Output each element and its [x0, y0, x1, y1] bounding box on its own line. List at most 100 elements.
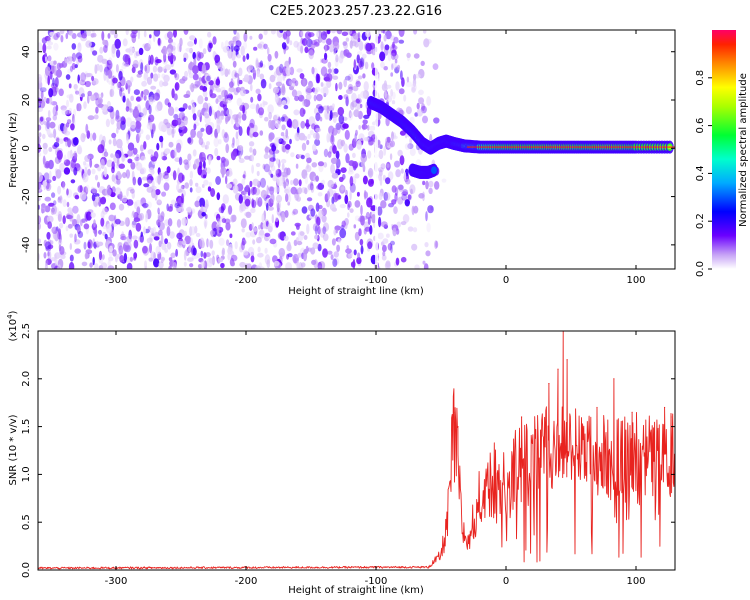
noise-blob [208, 156, 211, 166]
noise-blob [318, 209, 324, 219]
noise-blob [206, 167, 211, 174]
noise-blob [272, 86, 280, 94]
noise-blob [171, 128, 175, 139]
noise-blob [53, 200, 57, 206]
noise-blob [223, 133, 230, 143]
noise-blob [92, 238, 96, 246]
noise-blob [357, 32, 361, 40]
noise-blob [43, 121, 48, 126]
noise-blob [270, 192, 275, 204]
noise-blob [188, 244, 192, 253]
noise-blob [226, 108, 233, 117]
noise-blob [105, 118, 110, 128]
noise-blob [94, 174, 99, 181]
snr-axes: -300 -200 -100 0 100 0.0 0.5 1.0 1.5 2.0 2.5 [21, 323, 675, 587]
noise-blob [386, 84, 392, 89]
noise-blob [77, 185, 83, 193]
noise-blob [122, 95, 126, 103]
noise-blob [199, 237, 205, 248]
noise-blob [103, 151, 109, 157]
noise-blob [56, 31, 61, 38]
noise-blob [320, 87, 327, 94]
noise-blob [235, 131, 239, 140]
noise-blob [331, 30, 336, 34]
spectrogram-xtick-label: 0 [503, 275, 509, 286]
noise-blob [152, 65, 158, 73]
noise-blob [216, 88, 222, 93]
noise-blob [238, 126, 243, 137]
noise-blob [224, 131, 228, 139]
noise-blob [230, 254, 238, 262]
noise-blob [384, 192, 391, 201]
noise-blob [304, 46, 309, 54]
noise-blob [119, 87, 125, 92]
noise-blob [122, 241, 130, 252]
noise-blob [242, 41, 247, 50]
noise-blob [310, 208, 316, 217]
noise-blob [189, 187, 193, 193]
noise-blob [207, 186, 212, 192]
noise-blob [410, 188, 413, 195]
noise-blob [330, 254, 334, 260]
noise-blob [192, 65, 199, 75]
noise-blob [353, 59, 356, 70]
noise-blob [218, 115, 225, 120]
noise-blob [215, 176, 222, 185]
noise-blob [311, 87, 316, 93]
noise-blob [416, 108, 424, 117]
noise-blob [49, 71, 53, 80]
noise-blob [173, 147, 177, 158]
noise-blob [413, 73, 417, 81]
noise-blob [386, 163, 390, 168]
noise-blob [401, 77, 405, 88]
noise-blob [133, 239, 139, 249]
noise-blob [125, 169, 131, 179]
noise-blob [360, 57, 365, 68]
noise-blob [179, 37, 183, 47]
noise-blob [147, 226, 151, 231]
noise-blob [108, 57, 113, 64]
noise-blob [56, 87, 60, 92]
noise-blob [285, 262, 292, 269]
noise-blob [416, 102, 420, 110]
noise-blob [275, 66, 283, 76]
noise-blob [132, 210, 135, 217]
noise-blob [307, 133, 311, 139]
snr-y-label: SNR (10 * v/v) [8, 414, 19, 485]
noise-blob [230, 115, 234, 125]
noise-blob [201, 184, 205, 188]
noise-blob [308, 116, 316, 126]
noise-blob [52, 230, 60, 241]
noise-blob [299, 73, 305, 79]
noise-blob [116, 138, 123, 149]
noise-blob [275, 194, 283, 203]
noise-blob [94, 64, 98, 74]
noise-blob [288, 85, 295, 91]
noise-blob [46, 41, 54, 46]
noise-blob [76, 214, 81, 224]
noise-blob [118, 203, 125, 211]
noise-blob [296, 260, 300, 269]
noise-blob [343, 94, 349, 100]
noise-blob [324, 52, 328, 61]
noise-blob [391, 135, 398, 140]
noise-blob [332, 127, 338, 136]
noise-blob [166, 126, 173, 136]
noise-blob [40, 87, 47, 93]
noise-blob [87, 90, 92, 97]
noise-blob [115, 109, 120, 120]
noise-blob [79, 185, 83, 193]
noise-blob [166, 166, 171, 174]
noise-blob [327, 61, 332, 69]
noise-blob [130, 95, 135, 102]
noise-blob [39, 115, 45, 126]
noise-blob [224, 68, 229, 77]
noise-blob [143, 95, 147, 101]
noise-blob [315, 112, 321, 122]
noise-blob [91, 193, 96, 202]
snr-xtick-label: -200 [235, 576, 258, 587]
snr-ytick-label: 1.0 [21, 466, 32, 482]
noise-blob [357, 75, 363, 80]
noise-blob [85, 184, 90, 193]
noise-blob [197, 109, 202, 118]
